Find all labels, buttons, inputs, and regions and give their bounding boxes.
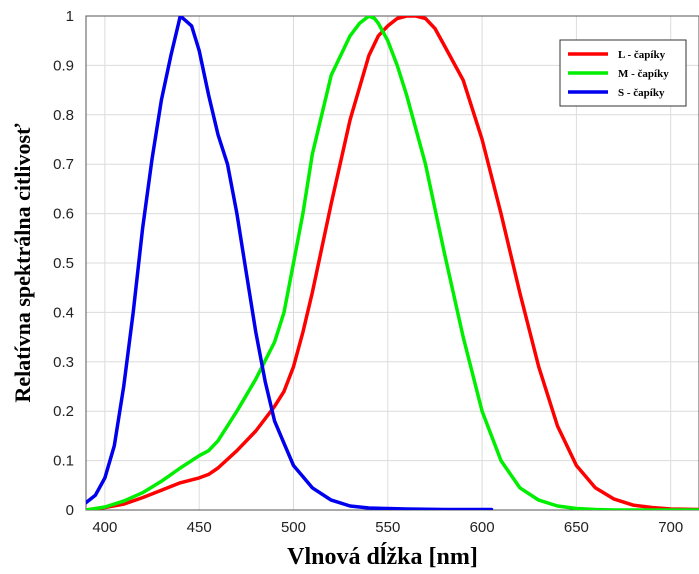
y-tick-label: 0.4 <box>53 304 74 321</box>
legend: L - čapíky M - čapíky S - čapíky <box>559 39 687 107</box>
x-axis-label: Vlnová dĺžka [nm] <box>287 543 478 570</box>
y-tick-labels: 0 0.1 0.2 0.3 0.4 0.5 0.6 0.7 0.8 0.9 1 <box>53 8 74 519</box>
x-tick-label: 400 <box>92 519 117 536</box>
y-tick-label: 0.6 <box>53 206 74 223</box>
y-axis-label: Relatívna spektrálna citlivosť <box>10 123 35 403</box>
y-tick-label: 0.8 <box>53 107 74 124</box>
series-line-2 <box>86 16 699 510</box>
y-tick-label: 0.5 <box>53 255 74 272</box>
y-tick-label: 0.1 <box>53 453 74 470</box>
series-layer <box>86 16 699 510</box>
x-tick-label: 500 <box>281 519 306 536</box>
y-tick-label: 0.3 <box>53 354 74 371</box>
y-tick-label: 1 <box>66 8 74 25</box>
x-tick-label: 600 <box>470 519 495 536</box>
x-tick-label: 550 <box>375 519 400 536</box>
y-tick-label: 0.2 <box>53 403 74 420</box>
legend-label: S - čapíky <box>618 87 665 99</box>
x-tick-label: 700 <box>658 519 683 536</box>
y-tick-label: 0 <box>66 502 74 519</box>
series-line-3 <box>86 16 494 510</box>
y-tick-label: 0.7 <box>53 156 74 173</box>
x-tick-label: 650 <box>564 519 589 536</box>
legend-label: L - čapíky <box>618 49 666 61</box>
x-tick-label: 450 <box>187 519 212 536</box>
legend-label: M - čapíky <box>618 68 669 80</box>
x-tick-labels: 400 450 500 550 600 650 700 <box>92 519 683 536</box>
y-tick-label: 0.9 <box>53 57 74 74</box>
